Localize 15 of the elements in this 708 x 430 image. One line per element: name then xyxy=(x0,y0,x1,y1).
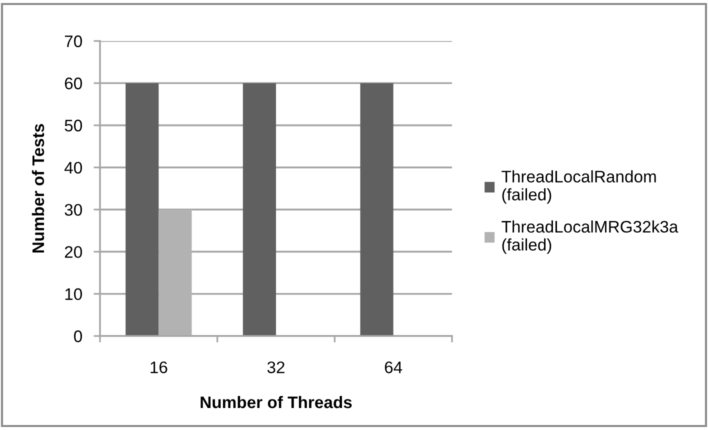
x-tick-label: 16 xyxy=(150,361,168,374)
y-tick-label: 40 xyxy=(64,162,82,174)
x-axis-title: Number of Threads xyxy=(200,396,352,408)
legend-label: ThreadLocalMRG32k3a (failed) xyxy=(502,220,678,254)
x-tick-label: 32 xyxy=(267,361,284,374)
y-tick-label: 30 xyxy=(64,204,82,216)
y-axis-title: Number of Tests xyxy=(32,124,44,253)
x-tick-label: 64 xyxy=(384,361,402,374)
y-tick-label: 60 xyxy=(64,78,82,90)
y-tick-label: 50 xyxy=(64,120,82,132)
y-tick-label: 70 xyxy=(64,35,82,48)
legend-label: ThreadLocalRandom (failed) xyxy=(502,170,656,204)
y-tick-label: 20 xyxy=(64,246,82,258)
y-tick-label: 10 xyxy=(65,288,82,300)
y-tick-label: 0 xyxy=(74,330,82,342)
